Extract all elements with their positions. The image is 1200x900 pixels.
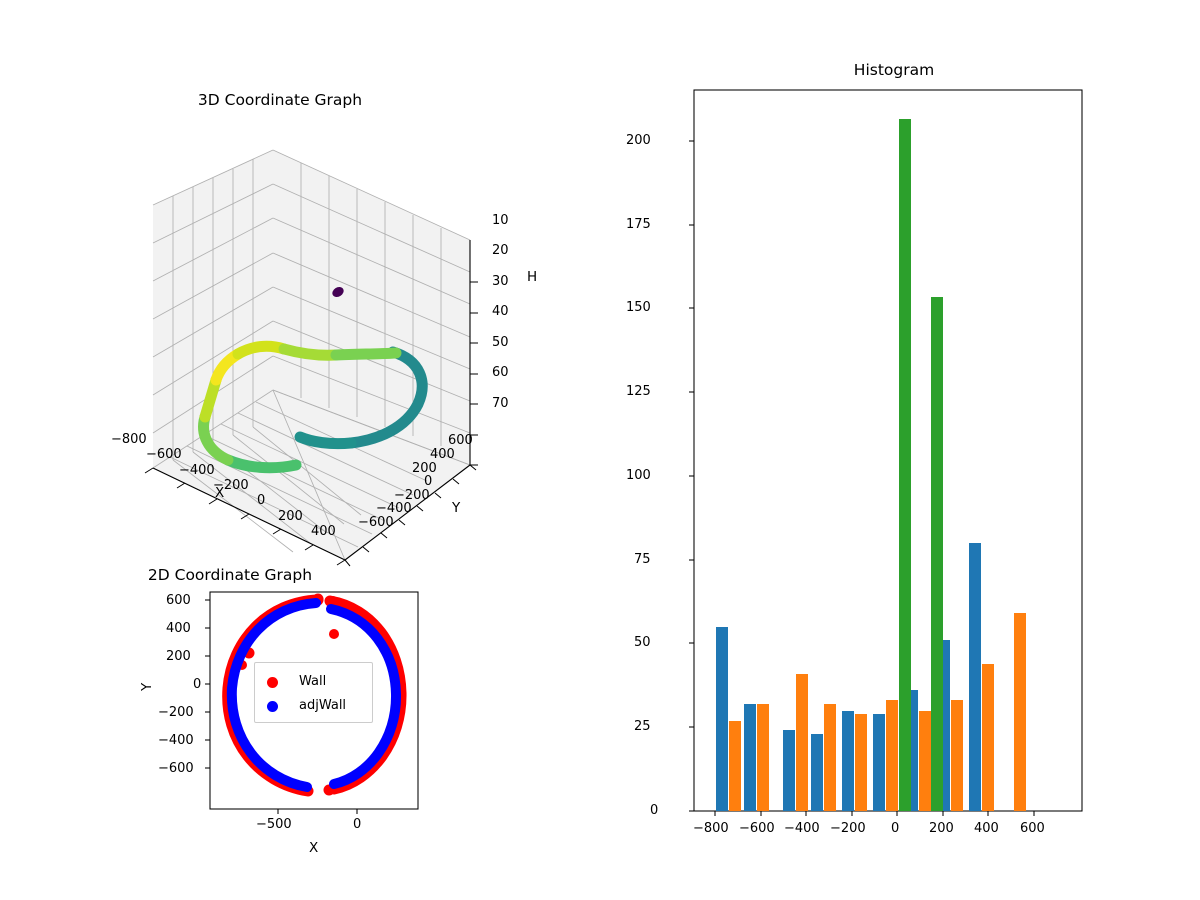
histogram-ytick-0: 0: [650, 803, 659, 818]
legend-label-wall: Wall: [299, 674, 327, 689]
bar-orange-9: [1014, 613, 1026, 811]
histogram-ytick-2: 50: [634, 635, 651, 650]
plot2d-xtick-1: 0: [353, 817, 362, 832]
bar-blue-4: [842, 711, 854, 811]
plot3d-high-cluster: [332, 286, 344, 298]
histogram-ytick-4: 100: [626, 468, 651, 483]
plot3d-ztick-3: 40: [492, 304, 509, 319]
histogram-ytick-3: 75: [634, 552, 651, 567]
bar-orange-0: [729, 721, 741, 811]
plot3d-y-tickmarks: [344, 464, 477, 567]
plot3d-ytick-6: 600: [448, 433, 473, 448]
plot3d-zlabel: H: [527, 269, 538, 285]
plot3d-xlabel: X: [215, 485, 225, 501]
legend-label-adjwall: adjWall: [299, 698, 347, 713]
plot3d-ztick-6: 70: [492, 396, 509, 411]
bar-green-0: [899, 119, 911, 811]
plot3d-ytick-4: 200: [412, 461, 437, 476]
plot3d-xtick-4: 0: [257, 493, 266, 508]
histogram-ytick-5: 125: [626, 384, 651, 399]
plot3d-ytick-2: −200: [394, 488, 430, 503]
plot3d-ztick-0: 10: [492, 213, 509, 228]
plot3d-xtick-2: −400: [179, 463, 215, 478]
plot2d-canvas: [209, 591, 419, 810]
histogram-ytick-8: 200: [626, 133, 651, 148]
bar-blue-1: [744, 704, 756, 811]
histogram-title: Histogram: [853, 61, 935, 79]
histogram-xtick-3: −200: [830, 821, 866, 836]
plot2d-ytick-1: −400: [158, 733, 194, 748]
plot2d-ytick-4: 200: [166, 649, 191, 664]
histogram-x-tickmarks: [714, 811, 1035, 816]
histogram-xtick-5: 200: [929, 821, 954, 836]
histogram-ytick-6: 150: [626, 300, 651, 315]
bar-orange-2: [796, 674, 808, 811]
bar-blue-3: [811, 734, 823, 811]
plot3d-ytick-0: −600: [358, 515, 394, 530]
plot2d-ytick-3: 0: [193, 677, 202, 692]
histogram-xtick-1: −600: [739, 821, 775, 836]
plot2d-legend[interactable]: Wall adjWall: [254, 662, 373, 723]
bar-orange-3: [824, 704, 836, 811]
histogram-xtick-2: −400: [784, 821, 820, 836]
bar-orange-6: [919, 711, 931, 811]
plot3d-ylabel: Y: [452, 500, 461, 516]
histogram-xtick-4: 0: [891, 821, 900, 836]
histogram-ytick-1: 25: [634, 719, 651, 734]
plot2d-ytick-6: 600: [166, 593, 191, 608]
plot3d-ztick-5: 60: [492, 365, 509, 380]
plot3d-h-tickmarks: [470, 281, 478, 466]
plot3d-ytick-3: 0: [424, 474, 433, 489]
bar-blue-0: [716, 627, 728, 811]
plot2d-ytick-5: 400: [166, 621, 191, 636]
plot3d-xtick-5: 200: [278, 509, 303, 524]
bar-blue-5: [873, 714, 885, 811]
histogram-xtick-0: −800: [693, 821, 729, 836]
histogram-xtick-6: 400: [974, 821, 999, 836]
bar-blue-8: [969, 543, 981, 811]
plot3d-canvas: [144, 149, 478, 567]
plot2d-frame: [209, 591, 419, 810]
legend-marker-adjwall: [267, 701, 278, 712]
plot3d-ytick-1: −400: [376, 501, 412, 516]
bar-orange-5: [886, 700, 898, 811]
bar-orange-8: [982, 664, 994, 811]
plot3d-point-ring: [198, 340, 428, 474]
plot3d-xtick-0: −800: [111, 432, 147, 447]
plot3d-ztick-1: 20: [492, 243, 509, 258]
plot2d-ytick-2: −200: [158, 705, 194, 720]
plot2d-xtick-0: −500: [256, 817, 292, 832]
bar-orange-7: [951, 700, 963, 811]
bar-orange-1: [757, 704, 769, 811]
legend-marker-wall: [267, 677, 278, 688]
plot3d-ztick-4: 50: [492, 335, 509, 350]
plot2d-ylabel: Y: [139, 682, 155, 691]
plot2d-xlabel: X: [309, 840, 319, 856]
histogram-canvas: [689, 89, 1083, 816]
plot3d-xtick-1: −600: [146, 447, 182, 462]
plot2d-points: [222, 593, 407, 797]
plot3d-ztick-2: 30: [492, 274, 509, 289]
plot3d-xtick-3: −200: [213, 478, 249, 493]
plot2d-title: 2D Coordinate Graph: [147, 566, 313, 584]
histogram-bars-orange: [729, 613, 1026, 811]
panel-histogram: Histogram: [600, 0, 1200, 900]
histogram-xtick-7: 600: [1020, 821, 1045, 836]
bar-blue-2: [783, 730, 795, 811]
histogram-ytick-7: 175: [626, 217, 651, 232]
bar-orange-4: [855, 714, 867, 811]
histogram-y-tickmarks: [689, 140, 694, 812]
plot3d-xtick-6: 400: [311, 524, 336, 539]
plot3d-ytick-5: 400: [430, 447, 455, 462]
plot3d-title: 3D Coordinate Graph: [197, 91, 363, 109]
bar-green-1: [931, 297, 943, 811]
panel-3d-coordinate-graph: 3D Coordinate Graph: [0, 60, 600, 567]
panel-2d-coordinate-graph: 2D Coordinate Graph: [0, 555, 470, 875]
plot2d-ytick-0: −600: [158, 761, 194, 776]
histogram-bars-green: [899, 119, 943, 811]
plot3d-x-tickmarks: [144, 467, 346, 566]
